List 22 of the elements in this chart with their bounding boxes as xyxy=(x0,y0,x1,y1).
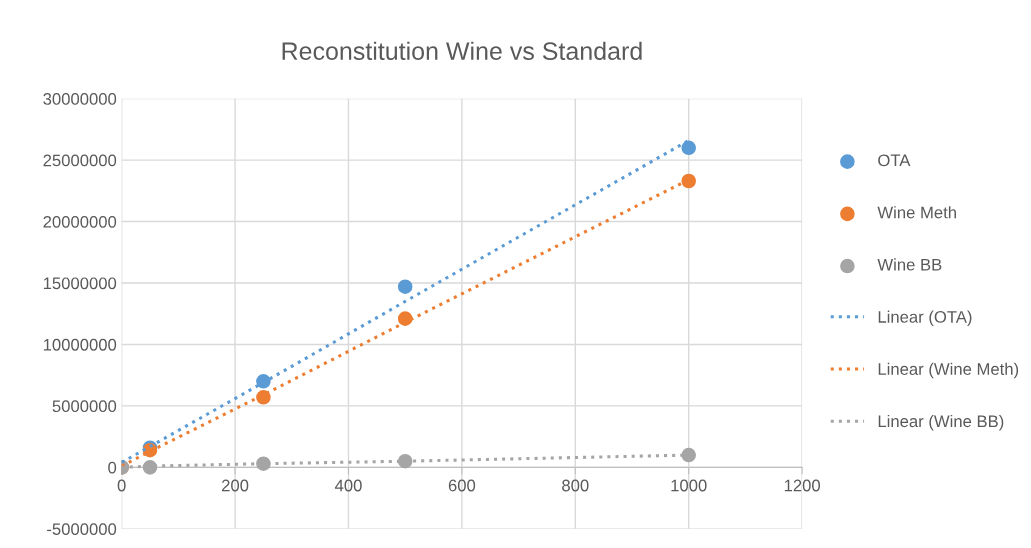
y-tick-label: -5000000 xyxy=(47,523,117,536)
y-tick-label: 10000000 xyxy=(43,338,117,351)
legend-label: Linear (Wine BB) xyxy=(878,414,1004,431)
y-tick-label: 25000000 xyxy=(43,154,117,167)
chart-title: Reconstitution Wine vs Standard xyxy=(282,41,642,60)
legend-label: Wine Meth xyxy=(877,206,956,219)
legend-label: Linear (OTA) xyxy=(878,310,972,327)
x-tick-label: 800 xyxy=(562,479,589,492)
legend-label: Wine BB xyxy=(877,258,942,271)
x-tick-label: 1200 xyxy=(784,479,821,492)
y-tick-label: 0 xyxy=(108,461,117,474)
x-tick-label: 600 xyxy=(448,479,476,492)
x-tick-label: 1000 xyxy=(671,479,707,492)
legend-label: OTA xyxy=(878,154,911,167)
legend-label: Linear (Wine Meth) xyxy=(878,362,1019,379)
y-tick-label: 15000000 xyxy=(43,277,117,290)
y-tick-label: 30000000 xyxy=(43,93,117,105)
y-tick-label: 5000000 xyxy=(52,400,117,413)
y-tick-label: 20000000 xyxy=(43,215,117,228)
x-tick-label: 0 xyxy=(117,479,126,492)
x-tick-label: 400 xyxy=(334,479,362,492)
x-tick-label: 200 xyxy=(222,479,249,492)
